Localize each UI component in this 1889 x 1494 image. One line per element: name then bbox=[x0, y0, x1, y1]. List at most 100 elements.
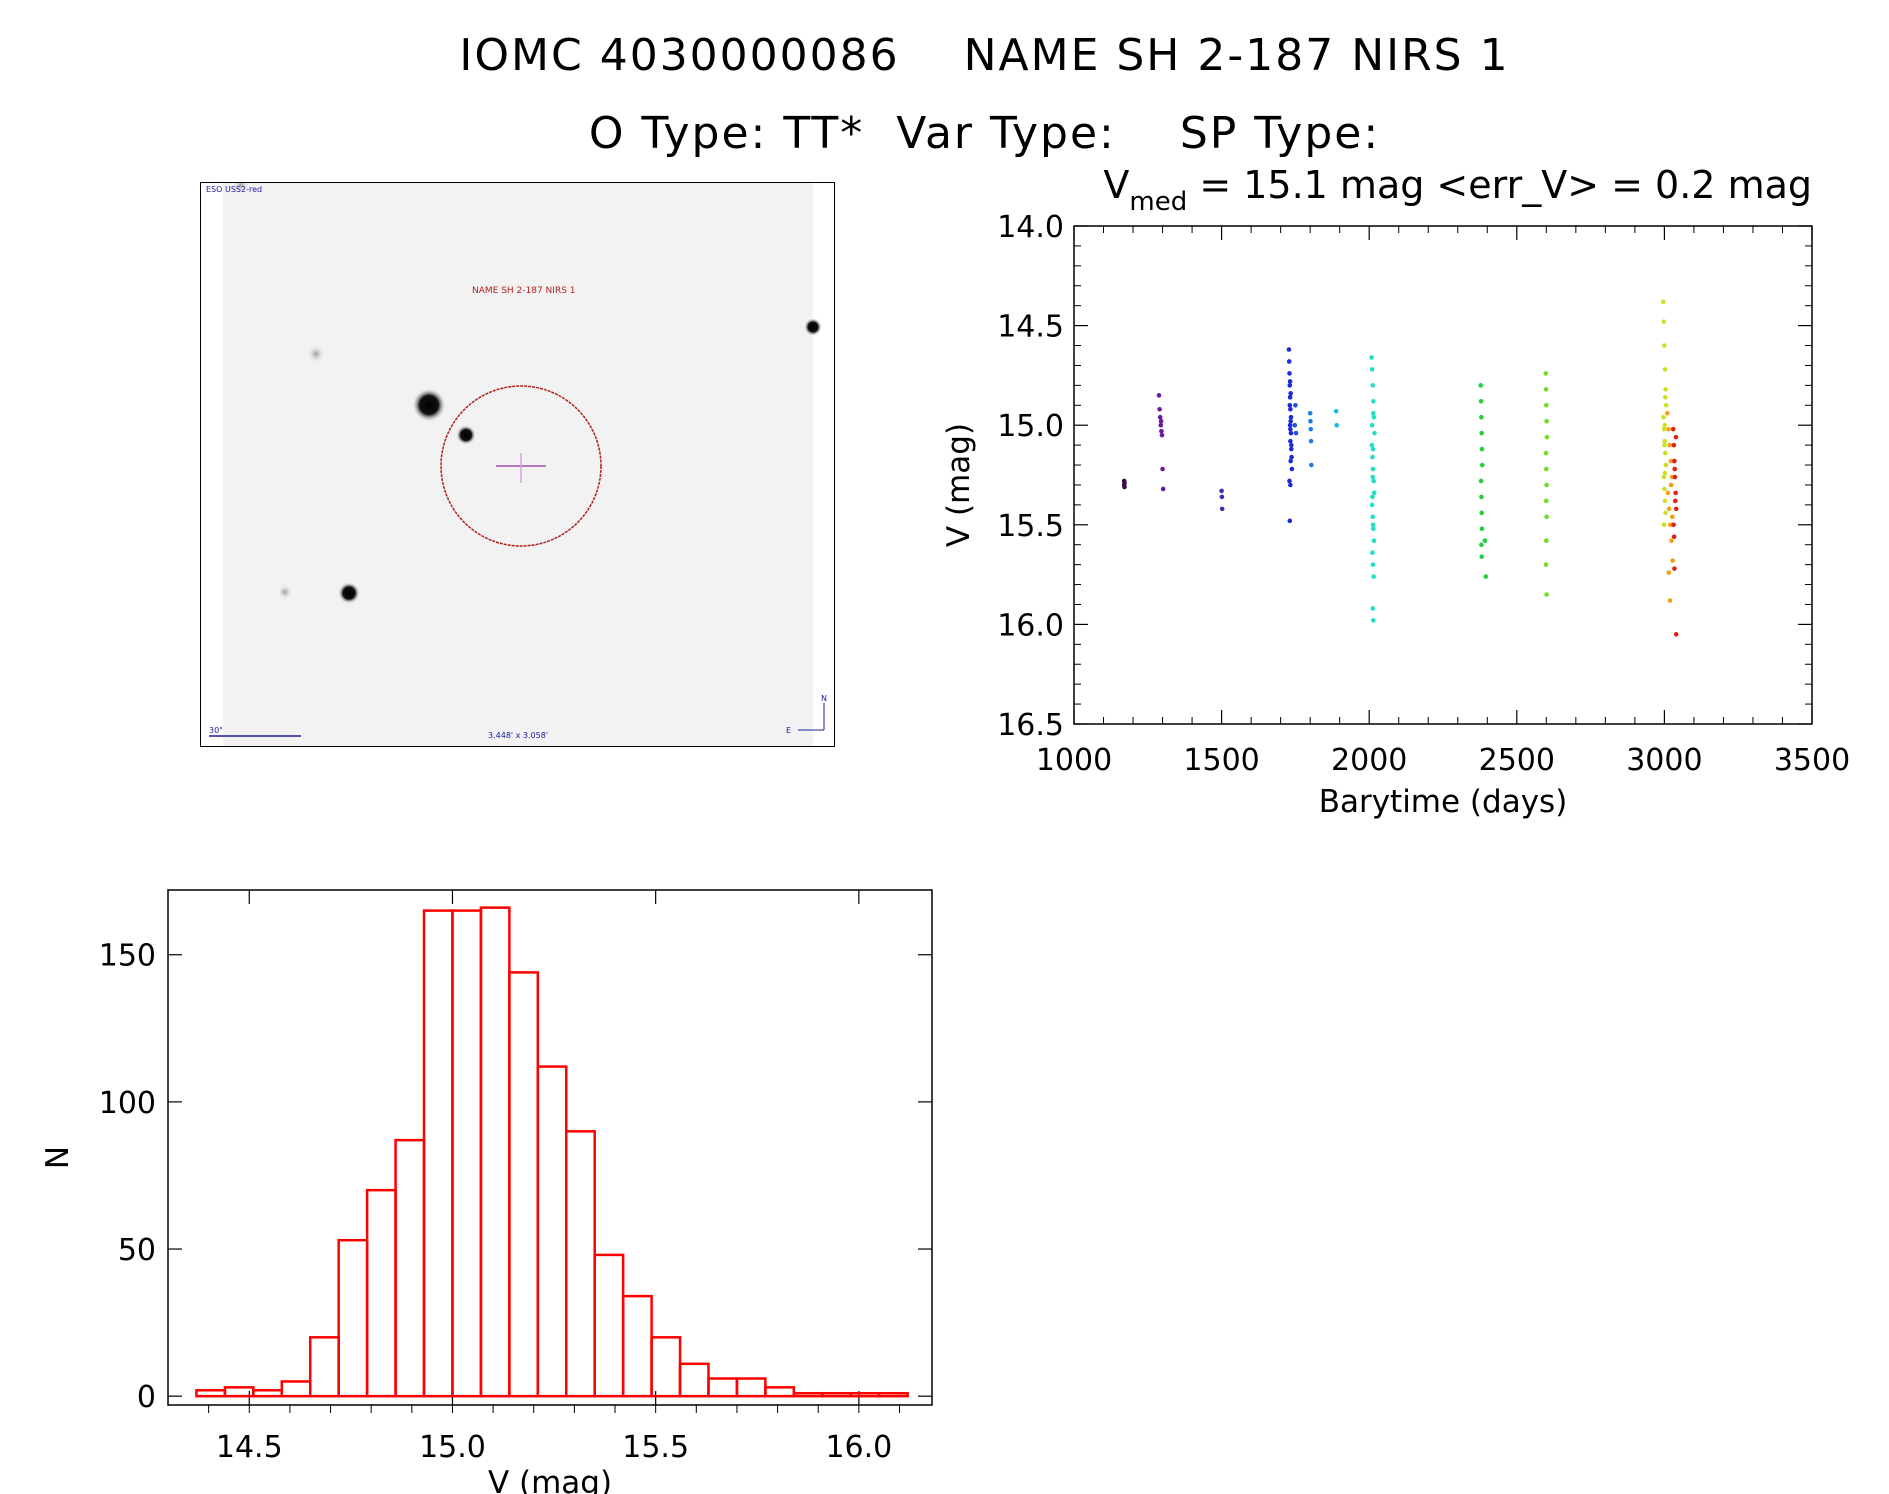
hist-bar bbox=[536, 1065, 568, 1398]
lc-point bbox=[1478, 398, 1484, 404]
hist-bar bbox=[337, 1238, 369, 1398]
lc-point bbox=[1370, 550, 1375, 555]
lc-point bbox=[1544, 592, 1549, 597]
lc-point bbox=[1371, 410, 1376, 416]
lc-point bbox=[1668, 482, 1674, 488]
lc-point bbox=[1666, 506, 1672, 512]
lc-point bbox=[1668, 458, 1674, 464]
lc-point bbox=[1544, 402, 1549, 408]
lc-point bbox=[1289, 466, 1295, 472]
lc-point bbox=[1663, 510, 1668, 516]
star-lower-left bbox=[338, 582, 360, 604]
lc-ytick-label: 16.5 bbox=[997, 708, 1064, 743]
star-near-target bbox=[456, 425, 476, 445]
lc-point bbox=[1662, 450, 1668, 456]
lc-point bbox=[1371, 414, 1377, 420]
lc-point bbox=[1287, 518, 1293, 524]
lc-point bbox=[1333, 408, 1339, 414]
lc-point bbox=[1665, 490, 1671, 496]
lc-point bbox=[1478, 383, 1484, 388]
lc-xlabel: Barytime (days) bbox=[1319, 784, 1568, 820]
lc-point bbox=[1307, 410, 1313, 416]
lc-point bbox=[1288, 430, 1294, 436]
hist-xtick-label: 15.5 bbox=[622, 1430, 689, 1465]
hist-bar bbox=[508, 971, 540, 1398]
lc-point bbox=[1121, 482, 1127, 488]
finder-object-label: NAME SH 2-187 NIRS 1 bbox=[472, 286, 576, 296]
lc-point bbox=[1479, 542, 1484, 548]
lc-point bbox=[1671, 534, 1677, 540]
lc-point bbox=[1370, 494, 1375, 500]
finder-survey-label: ESO USS2-red bbox=[206, 185, 262, 194]
lc-point bbox=[1662, 486, 1667, 492]
lc-point bbox=[1543, 371, 1549, 376]
lc-xtick-label: 3000 bbox=[1626, 743, 1702, 778]
hist-frame bbox=[167, 889, 933, 1406]
lc-point bbox=[1671, 522, 1676, 528]
lc-point bbox=[1661, 414, 1666, 420]
lc-xtick-label: 3500 bbox=[1774, 743, 1850, 778]
lc-point bbox=[1369, 442, 1375, 448]
lc-point bbox=[1478, 478, 1484, 484]
scale-bar-label: 30" bbox=[209, 726, 223, 735]
lc-point bbox=[1159, 428, 1164, 434]
lc-point bbox=[1669, 538, 1674, 544]
lc-point bbox=[1483, 574, 1489, 579]
hist-bar bbox=[707, 1377, 739, 1398]
lc-point bbox=[1662, 498, 1668, 504]
lc-point bbox=[1369, 422, 1375, 428]
lc-point bbox=[1122, 484, 1127, 490]
lc-point bbox=[1482, 538, 1488, 544]
lc-point bbox=[1288, 426, 1293, 432]
hist-bar bbox=[479, 906, 511, 1398]
lc-point bbox=[1371, 574, 1376, 579]
lc-point bbox=[1672, 566, 1677, 571]
lc-point bbox=[1288, 442, 1294, 448]
lc-point bbox=[1663, 462, 1669, 468]
lc-title: Vmed = 15.1 mag <err_V> = 0.2 mag bbox=[1103, 163, 1812, 217]
lc-point bbox=[1544, 418, 1549, 424]
lc-point bbox=[1479, 494, 1484, 500]
hist-xtick-label: 14.5 bbox=[216, 1430, 283, 1465]
lc-point bbox=[1287, 383, 1293, 388]
lc-point bbox=[1661, 474, 1667, 480]
star-faint-2 bbox=[277, 584, 293, 600]
lc-point bbox=[1219, 506, 1225, 512]
finder-chart-image: ESO USS2-red NAME SH 2-187 NIRS 1 30" 3.… bbox=[200, 182, 835, 747]
hist-xtick-label: 15.0 bbox=[419, 1430, 486, 1465]
lc-point bbox=[1544, 466, 1549, 472]
hist-bar bbox=[821, 1391, 852, 1398]
hist-bar bbox=[565, 1130, 596, 1398]
lc-ytick-label: 15.5 bbox=[997, 509, 1064, 544]
lc-point bbox=[1160, 486, 1166, 492]
lc-point bbox=[1670, 426, 1676, 432]
lc-point bbox=[1479, 554, 1484, 559]
lc-point bbox=[1667, 598, 1673, 603]
hist-bar bbox=[764, 1386, 796, 1398]
lc-point bbox=[1662, 470, 1668, 476]
lc-point bbox=[1370, 514, 1376, 520]
hist-bar bbox=[365, 1188, 397, 1398]
lc-point bbox=[1370, 474, 1376, 480]
lc-xtick-label: 2000 bbox=[1331, 743, 1407, 778]
lc-point bbox=[1369, 355, 1374, 360]
lc-point bbox=[1288, 414, 1294, 420]
lc-point bbox=[1287, 395, 1293, 400]
hist-ytick-label: 50 bbox=[118, 1233, 156, 1268]
lc-point bbox=[1479, 526, 1485, 532]
lc-point bbox=[1308, 426, 1314, 432]
lc-point bbox=[1289, 454, 1294, 460]
lc-point bbox=[1370, 522, 1376, 528]
lc-point bbox=[1663, 387, 1668, 392]
lc-point bbox=[1544, 434, 1550, 440]
hist-bar bbox=[223, 1386, 255, 1398]
lc-point bbox=[1544, 514, 1549, 520]
lc-point bbox=[1371, 618, 1376, 623]
target-circle bbox=[440, 385, 602, 547]
lc-point bbox=[1219, 494, 1225, 500]
star-faint-1 bbox=[307, 345, 325, 363]
hist-bar bbox=[195, 1389, 227, 1398]
lc-point bbox=[1157, 414, 1163, 420]
lc-point bbox=[1665, 410, 1670, 416]
lc-point bbox=[1293, 430, 1299, 436]
